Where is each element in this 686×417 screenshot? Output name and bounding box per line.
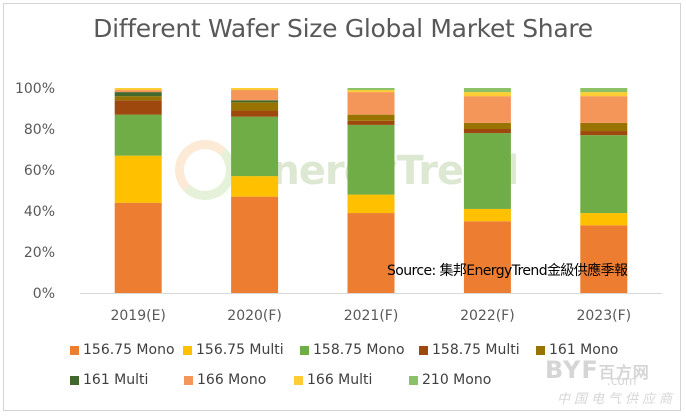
byf-tagline: 中国电气供应商 — [557, 392, 677, 407]
y-tick-label: 80% — [24, 122, 55, 138]
bar-segment — [463, 129, 511, 134]
bar-segment — [463, 96, 511, 123]
bar-stack — [114, 88, 162, 293]
bar-segment — [231, 116, 279, 177]
bar-stack — [231, 88, 279, 293]
legend-item: 156.75 Mono — [70, 342, 175, 358]
source-annotation: Source: 集邦EnergyTrend金級供應季報 — [387, 263, 628, 279]
bar-segment — [580, 131, 628, 136]
y-tick-label: 20% — [24, 245, 55, 261]
byf-watermark: BYF百方网 .com 中国电气供应商 — [545, 356, 683, 411]
bar-segment — [114, 90, 162, 93]
bar-segment — [580, 122, 628, 132]
bar-segment — [463, 92, 511, 97]
legend-label: 158.75 Mono — [313, 342, 405, 358]
y-tick-label: 100% — [15, 81, 55, 97]
x-tick-label: 2023(F) — [576, 308, 631, 324]
bar-segment — [231, 100, 279, 103]
legend-item: 210 Mono — [409, 372, 491, 388]
bar-segment — [231, 110, 279, 117]
x-tick-label: 2022(F) — [460, 308, 515, 324]
bar-segment — [231, 102, 279, 111]
legend-swatch — [70, 345, 79, 355]
legend-swatch — [70, 375, 79, 385]
bar-stack — [463, 88, 511, 293]
bar-segment — [347, 124, 395, 195]
bar-segment — [580, 92, 628, 97]
legend-swatch — [184, 375, 193, 385]
bar-segment — [347, 120, 395, 125]
bar-segment — [347, 90, 395, 93]
x-tick-label: 2020(F) — [227, 308, 282, 324]
bar-segment — [347, 114, 395, 121]
bar-segment — [463, 133, 511, 209]
legend-label: 166 Mono — [197, 372, 267, 388]
legend-item: 158.75 Multi — [419, 342, 520, 358]
legend-item: 158.75 Mono — [300, 342, 405, 358]
bar-segment — [114, 88, 162, 91]
x-tick-label: 2019(E) — [110, 308, 165, 324]
legend-label: 156.75 Mono — [83, 342, 175, 358]
bar-segment — [347, 213, 395, 293]
y-tick-label: 40% — [24, 204, 55, 220]
bar-segment — [580, 88, 628, 93]
bar-segment — [347, 92, 395, 115]
bar-segment — [231, 176, 279, 197]
bar-segment — [114, 96, 162, 101]
bar-segment — [231, 90, 279, 101]
legend-swatch — [419, 345, 428, 355]
legend-label: 161 Mono — [549, 342, 619, 358]
y-tick-label: 60% — [24, 163, 55, 179]
bar-segment — [114, 92, 162, 97]
bar-segment — [580, 225, 628, 293]
legend-label: 156.75 Multi — [196, 342, 284, 358]
bar-segment — [114, 114, 162, 156]
bar-segment — [231, 88, 279, 91]
legend-label: 210 Mono — [422, 372, 492, 388]
bar-segment — [347, 194, 395, 214]
bar-segment — [114, 100, 162, 115]
legend-swatch — [294, 375, 303, 385]
legend-swatch — [536, 345, 545, 355]
bar-segment — [580, 135, 628, 214]
legend-swatch — [300, 345, 309, 355]
legend-swatch — [183, 345, 192, 355]
bar-segment — [347, 88, 395, 91]
bar-stack — [580, 88, 628, 293]
y-tick-label: 0% — [33, 286, 55, 302]
bar-segment — [463, 88, 511, 93]
bar-segment — [463, 208, 511, 222]
bar-segment — [580, 213, 628, 226]
legend-item: 166 Mono — [184, 372, 266, 388]
x-tick-label: 2021(F) — [344, 308, 399, 324]
bar-segment — [463, 221, 511, 293]
legend-swatch — [409, 375, 418, 385]
bar-segment — [463, 122, 511, 129]
byf-logo-sub: 百方网 — [598, 363, 650, 382]
legend-item: 161 Multi — [70, 372, 148, 388]
byf-logo-text: BYF — [545, 356, 599, 384]
bar-segment — [114, 155, 162, 203]
legend-item: 166 Multi — [294, 372, 372, 388]
bar-segment — [231, 196, 279, 293]
bar-segment — [114, 202, 162, 293]
legend-item: 156.75 Multi — [183, 342, 284, 358]
byf-logo-icon: BYF百方网 — [545, 356, 650, 384]
legend-item: 161 Mono — [536, 342, 618, 358]
byf-logo-domain: .com — [607, 374, 637, 388]
bar-segment — [580, 96, 628, 123]
legend-label: 158.75 Multi — [432, 342, 520, 358]
bar-stack — [347, 88, 395, 293]
legend-label: 161 Multi — [83, 372, 149, 388]
legend-label: 166 Multi — [307, 372, 373, 388]
chart-title: Different Wafer Size Global Market Share — [93, 14, 593, 43]
